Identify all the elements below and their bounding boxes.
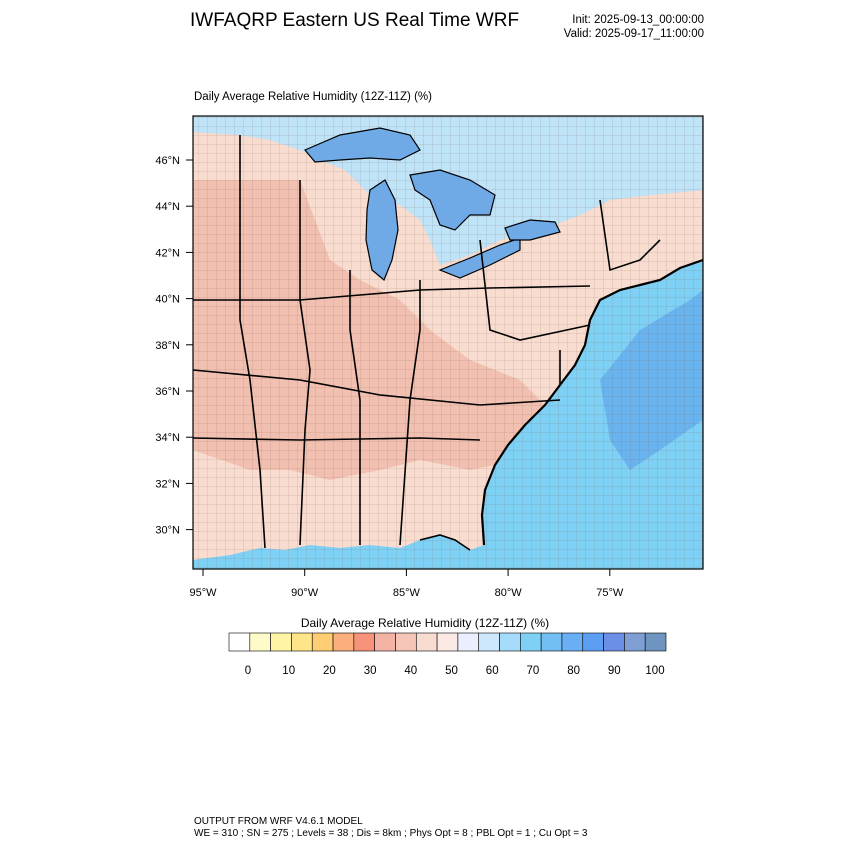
map-area bbox=[193, 116, 703, 569]
lon-label: 90°W bbox=[291, 587, 319, 599]
colorbar-tick-label: 60 bbox=[486, 665, 499, 677]
model-info-line1: OUTPUT FROM WRF V4.6.1 MODEL bbox=[194, 816, 363, 827]
map-frame bbox=[192, 115, 704, 570]
lon-label: 95°W bbox=[189, 587, 217, 599]
valid-time: Valid: 2025-09-17_11:00:00 bbox=[563, 28, 704, 40]
colorbar-box bbox=[270, 632, 292, 652]
colorbar-box bbox=[374, 632, 396, 652]
colorbar-box bbox=[499, 632, 521, 652]
lat-label: 40°N bbox=[155, 294, 180, 306]
colorbar-tick-label: 40 bbox=[404, 665, 417, 677]
colorbar-box bbox=[520, 632, 542, 652]
colorbar-tick-label: 10 bbox=[282, 665, 295, 677]
colorbar-tick-label: 70 bbox=[527, 665, 540, 677]
colorbar-box bbox=[415, 632, 438, 652]
plot-title: Daily Average Relative Humidity (12Z-11Z… bbox=[194, 91, 432, 103]
lon-label: 80°W bbox=[495, 587, 523, 599]
colorbar-box bbox=[353, 632, 375, 652]
lat-label: 36°N bbox=[155, 386, 180, 398]
colorbar-box bbox=[540, 632, 563, 652]
colorbar-box bbox=[644, 632, 667, 652]
latitude-axis: 46°N 44°N 42°N 40°N 38°N 36°N 34°N 32°N 30°N bbox=[155, 155, 193, 537]
lat-label: 42°N bbox=[155, 247, 180, 259]
lat-label: 34°N bbox=[155, 432, 180, 444]
colorbar-labels: 0 10 20 30 40 50 60 70 80 90 100 bbox=[245, 665, 665, 677]
page-title: IWFAQRP Eastern US Real Time WRF bbox=[190, 10, 520, 31]
colorbar-box bbox=[436, 632, 459, 652]
lat-label: 38°N bbox=[155, 340, 180, 352]
colorbar-box bbox=[603, 632, 625, 652]
colorbar-title: Daily Average Relative Humidity (12Z-11Z… bbox=[300, 616, 550, 630]
lat-label: 30°N bbox=[155, 525, 180, 537]
colorbar-tick-label: 0 bbox=[245, 665, 251, 677]
lat-label: 44°N bbox=[155, 201, 180, 213]
lat-label: 32°N bbox=[155, 478, 180, 490]
colorbar-tick-label: 50 bbox=[445, 665, 458, 677]
longitude-axis: 95°W 90°W 85°W 80°W 75°W bbox=[189, 569, 624, 599]
colorbar-tick-label: 80 bbox=[567, 665, 580, 677]
colorbar-box bbox=[228, 632, 251, 652]
colorbar-box bbox=[291, 632, 313, 652]
colorbar-tick-label: 30 bbox=[364, 665, 377, 677]
lon-label: 75°W bbox=[596, 587, 624, 599]
lat-label: 46°N bbox=[155, 155, 180, 167]
lon-label: 85°W bbox=[393, 587, 421, 599]
init-time: Init: 2025-09-13_00:00:00 bbox=[572, 14, 704, 26]
colorbar-box bbox=[332, 632, 355, 652]
colorbar-box bbox=[561, 632, 584, 652]
model-info-line2: WE = 310 ; SN = 275 ; Levels = 38 ; Dis … bbox=[194, 828, 588, 839]
colorbar-box bbox=[478, 632, 500, 652]
colorbar-tick-label: 20 bbox=[323, 665, 336, 677]
colorbar bbox=[228, 632, 667, 652]
colorbar-box bbox=[457, 632, 480, 652]
colorbar-tick-label: 100 bbox=[645, 665, 664, 677]
colorbar-box bbox=[624, 632, 646, 652]
colorbar-box bbox=[311, 632, 334, 652]
great-lakes bbox=[304, 127, 561, 281]
colorbar-box bbox=[582, 632, 604, 652]
colorbar-box bbox=[395, 632, 417, 652]
colorbar-tick-label: 90 bbox=[608, 665, 621, 677]
coastline bbox=[480, 258, 703, 546]
colorbar-box bbox=[249, 632, 271, 652]
